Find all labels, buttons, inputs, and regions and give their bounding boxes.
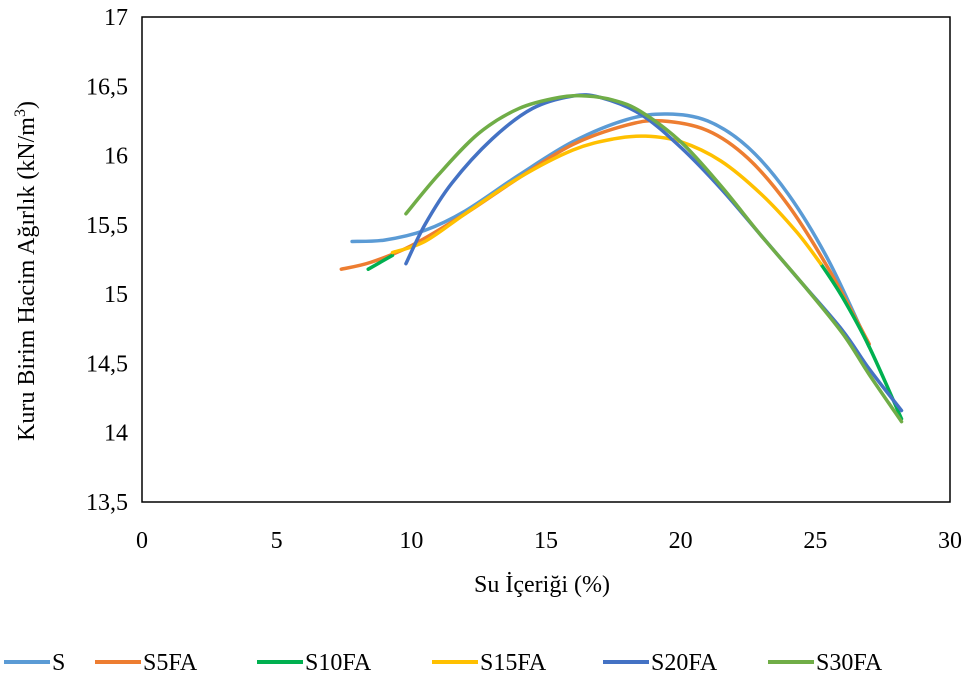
y-tick-label: 17 bbox=[104, 5, 128, 31]
y-axis-ticks: 13,5 14 14,5 15 15,5 16 16,5 17 bbox=[86, 5, 128, 516]
y-tick-label: 14,5 bbox=[86, 351, 128, 377]
plot-border bbox=[141, 16, 951, 503]
legend-label-s5fa: S5FA bbox=[143, 650, 198, 676]
legend-label-s15fa: S15FA bbox=[480, 650, 547, 676]
series-line-s15fa bbox=[390, 134, 823, 266]
x-tick-label: 30 bbox=[938, 528, 962, 554]
series-layer bbox=[339, 93, 904, 424]
legend-label-s30fa: S30FA bbox=[816, 650, 883, 676]
y-axis-title-close: ) bbox=[14, 101, 40, 109]
y-tick-label: 14 bbox=[104, 421, 128, 447]
y-axis-title-superscript: 3 bbox=[12, 109, 29, 117]
legend: S S5FA S10FA S15FA S20FA S30FA bbox=[4, 650, 883, 676]
y-tick-label: 15,5 bbox=[86, 213, 128, 239]
x-axis-title: Su İçeriği (%) bbox=[474, 572, 610, 598]
x-tick-label: 15 bbox=[534, 528, 558, 554]
x-axis-ticks: 0 5 10 15 20 25 30 bbox=[136, 528, 962, 554]
series-line-s10fa bbox=[366, 253, 395, 271]
series-line-s30fa bbox=[404, 93, 904, 424]
x-tick-label: 5 bbox=[271, 528, 283, 554]
legend-label-s: S bbox=[52, 650, 65, 676]
y-tick-label: 16,5 bbox=[86, 74, 128, 100]
x-tick-label: 0 bbox=[136, 528, 148, 554]
series-line-s20fa bbox=[404, 93, 904, 413]
y-tick-label: 16 bbox=[104, 144, 128, 170]
y-tick-label: 15 bbox=[104, 282, 128, 308]
series-line-s10fa-segment bbox=[818, 261, 904, 421]
x-tick-label: 20 bbox=[669, 528, 693, 554]
legend-label-s20fa: S20FA bbox=[651, 650, 718, 676]
y-axis-title: Kuru Birim Hacim Ağırlık (kN/m3) bbox=[12, 101, 40, 441]
x-tick-label: 10 bbox=[399, 528, 423, 554]
legend-label-s10fa: S10FA bbox=[305, 650, 372, 676]
y-axis-title-main: Kuru Birim Hacim Ağırlık (kN/m bbox=[14, 117, 40, 441]
y-tick-label: 13,5 bbox=[86, 490, 128, 516]
plot-area bbox=[141, 16, 951, 503]
x-tick-label: 25 bbox=[803, 528, 827, 554]
series-line-s bbox=[350, 112, 871, 349]
